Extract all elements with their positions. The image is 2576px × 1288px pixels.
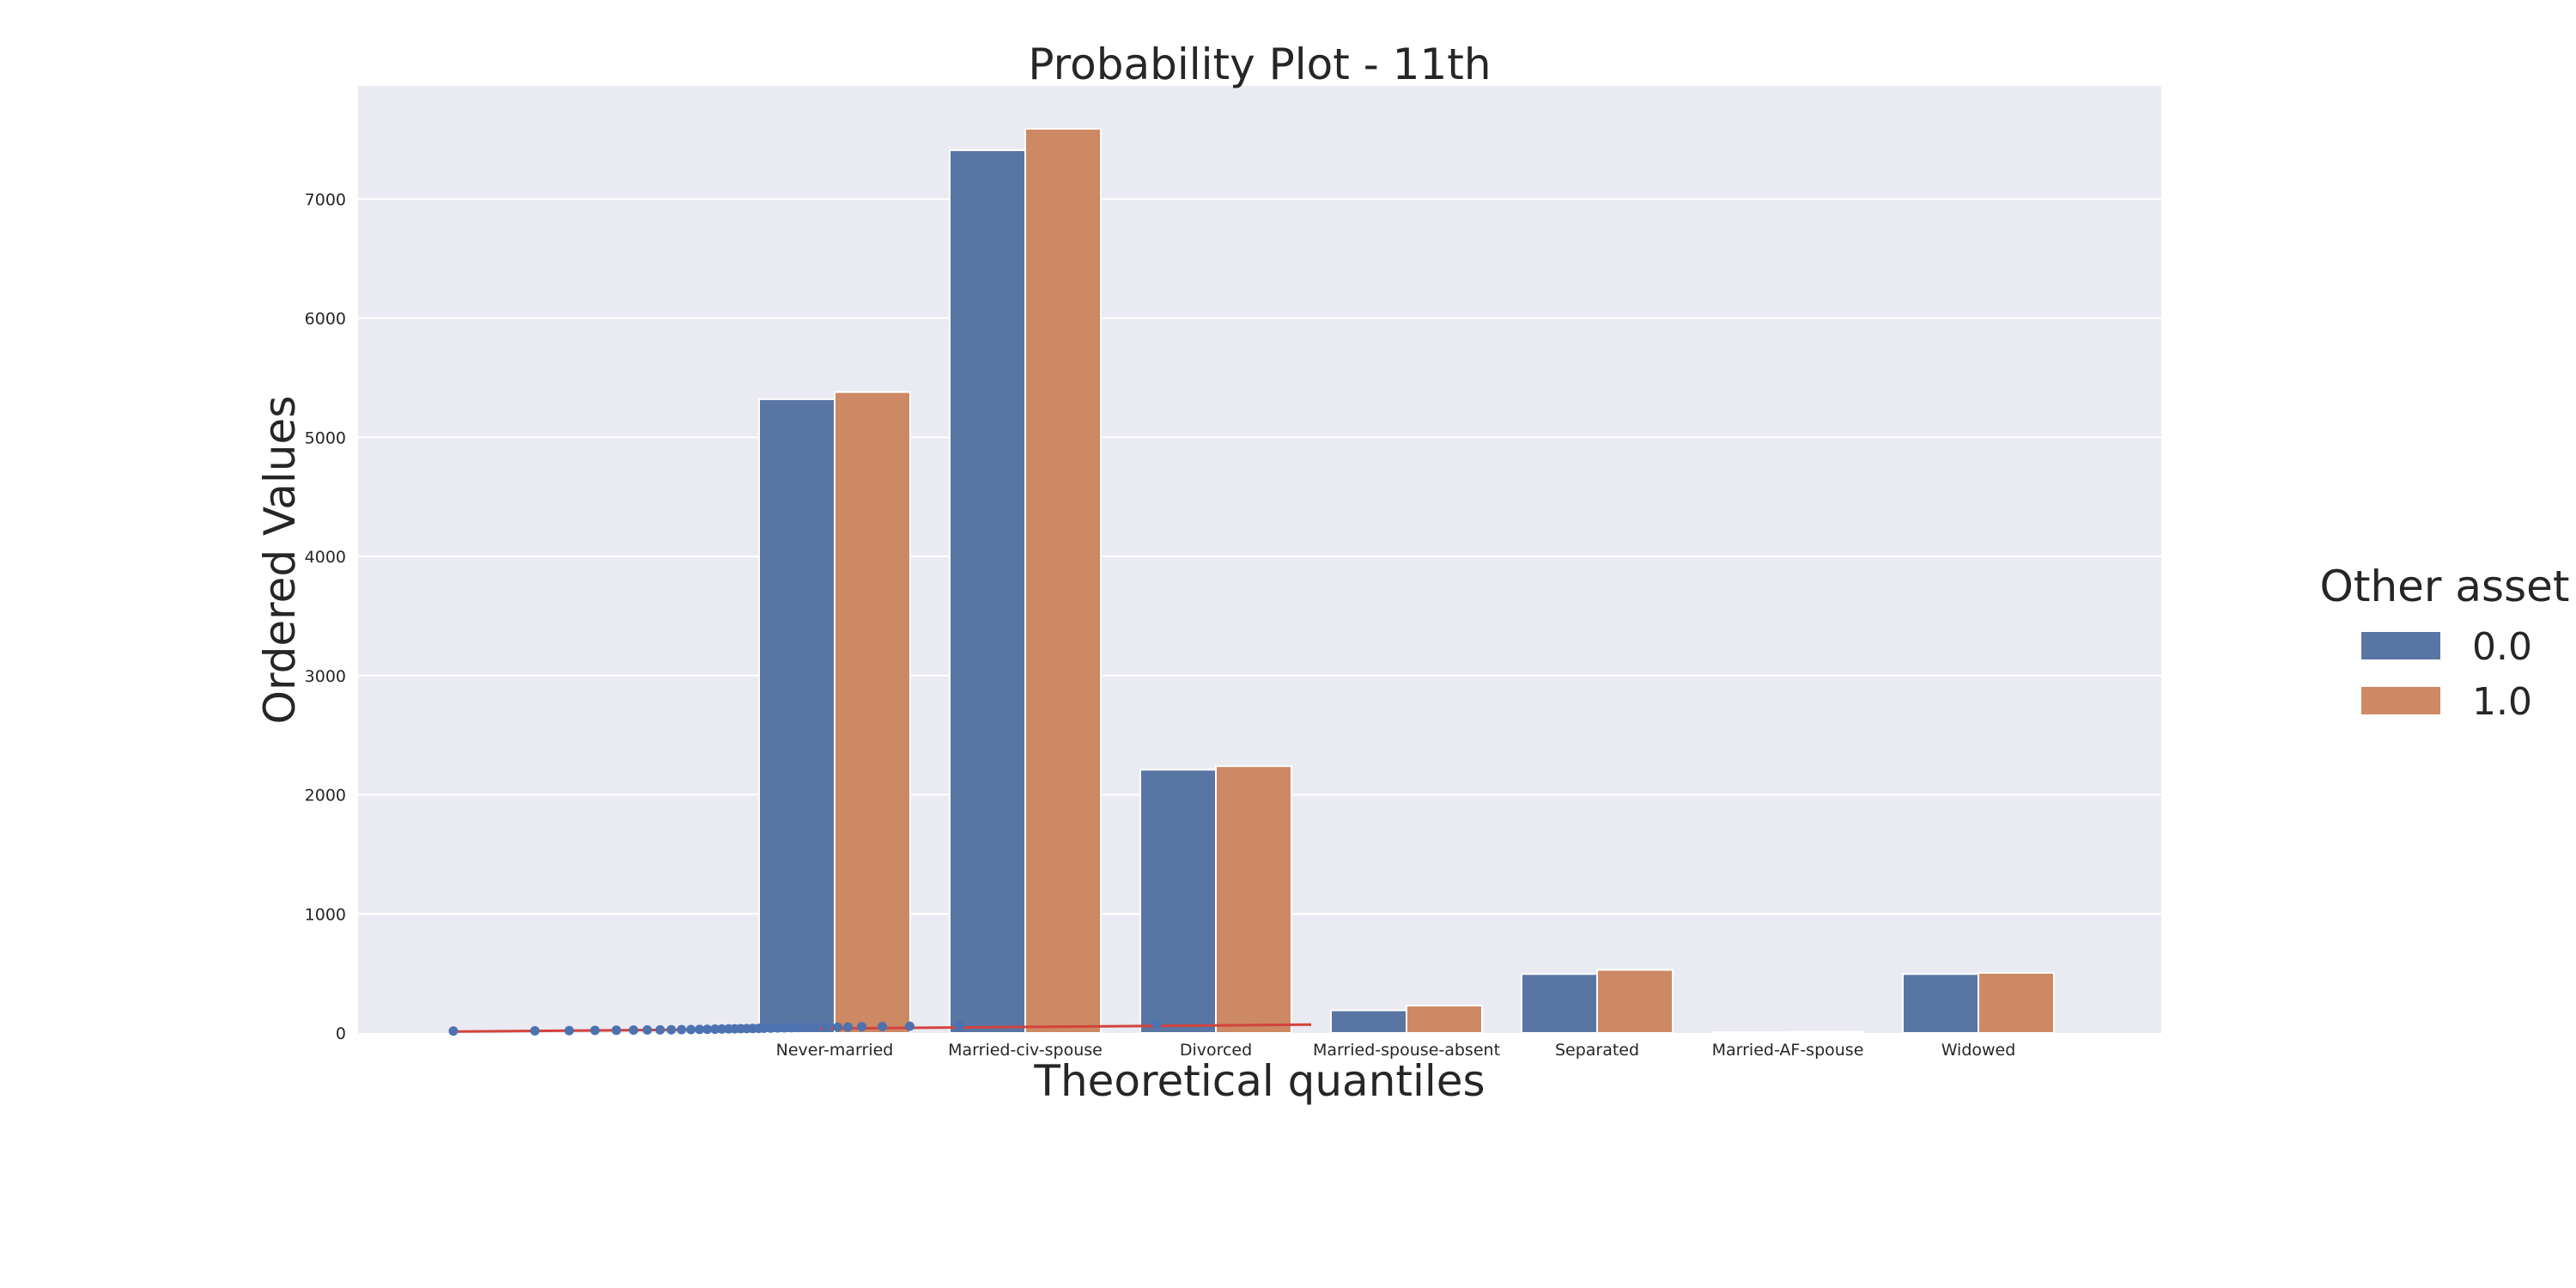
data-point — [642, 1025, 653, 1036]
y-tick-label: 3000 — [305, 667, 346, 686]
bar — [949, 149, 1026, 1034]
bar — [758, 398, 835, 1034]
data-point — [1151, 1019, 1162, 1030]
data-point — [677, 1024, 687, 1035]
legend-label: 0.0 — [2472, 625, 2532, 669]
y-tick-label: 0 — [336, 1024, 346, 1043]
data-point — [780, 1023, 790, 1033]
bar — [1787, 1030, 1864, 1035]
data-point — [822, 1022, 832, 1032]
data-point — [655, 1024, 665, 1035]
bar — [1330, 1009, 1407, 1035]
data-point — [904, 1021, 914, 1031]
data-point — [710, 1024, 720, 1035]
data-point — [787, 1023, 797, 1033]
x-tick-labels: Never-married Married-civ-spouse Divorced M… — [776, 1041, 2016, 1060]
x-tick-label: Married-civ-spouse — [948, 1041, 1103, 1060]
y-tick-label: 2000 — [305, 787, 346, 805]
legend-swatch — [2361, 632, 2440, 659]
bar — [1521, 973, 1598, 1034]
y-tick-labels: 0 1000 2000 3000 4000 5000 6000 7000 — [305, 191, 346, 1043]
bar — [1902, 973, 1979, 1034]
data-point — [811, 1022, 821, 1032]
x-tick-label: Married-spouse-absent — [1313, 1041, 1500, 1060]
x-tick-label: Separated — [1555, 1041, 1639, 1060]
bar — [1406, 1005, 1483, 1035]
data-point — [766, 1023, 776, 1033]
legend: Other asset 0.0 1.0 — [2320, 562, 2570, 724]
x-axis-label: Theoretical quantiles — [1033, 1056, 1485, 1106]
y-tick-label: 6000 — [305, 310, 346, 329]
bar — [1596, 969, 1674, 1035]
data-point — [717, 1024, 727, 1034]
data-point — [695, 1024, 705, 1035]
data-point — [759, 1023, 769, 1033]
bar — [1215, 765, 1292, 1034]
data-point — [857, 1022, 867, 1032]
y-tick-label: 4000 — [305, 548, 346, 567]
data-point — [448, 1026, 459, 1036]
data-point — [629, 1025, 639, 1036]
y-axis-label: Ordered Values — [255, 396, 305, 725]
legend-title: Other asset — [2320, 562, 2570, 611]
y-tick-label: 1000 — [305, 905, 346, 924]
data-point — [843, 1022, 854, 1032]
bar — [1978, 971, 2055, 1034]
y-tick-label: 7000 — [305, 191, 346, 210]
x-tick-label: Married-AF-spouse — [1712, 1041, 1864, 1060]
x-tick-label: Widowed — [1941, 1041, 2016, 1060]
data-point — [954, 1020, 964, 1030]
bars — [758, 127, 2055, 1035]
data-point — [564, 1025, 574, 1036]
data-point — [702, 1024, 713, 1035]
data-point — [773, 1023, 783, 1033]
data-point — [666, 1024, 677, 1035]
legend-swatch — [2361, 687, 2440, 714]
data-point — [793, 1023, 804, 1033]
data-point — [686, 1024, 696, 1035]
data-point — [590, 1025, 600, 1036]
probability-overlay — [448, 1019, 1312, 1036]
data-point — [530, 1026, 540, 1036]
data-point — [611, 1025, 622, 1036]
x-tick-label: Never-married — [776, 1041, 894, 1060]
data-point — [833, 1022, 843, 1032]
data-point — [802, 1023, 812, 1033]
x-tick-label: Divorced — [1180, 1041, 1252, 1060]
y-tick-label: 5000 — [305, 428, 346, 447]
data-point — [878, 1022, 887, 1032]
bar — [1711, 1031, 1789, 1035]
bar — [834, 391, 911, 1034]
chart-title: Probability Plot - 11th — [1028, 39, 1491, 89]
bar — [1139, 769, 1217, 1034]
bar — [1024, 127, 1102, 1035]
legend-label: 1.0 — [2472, 680, 2532, 724]
